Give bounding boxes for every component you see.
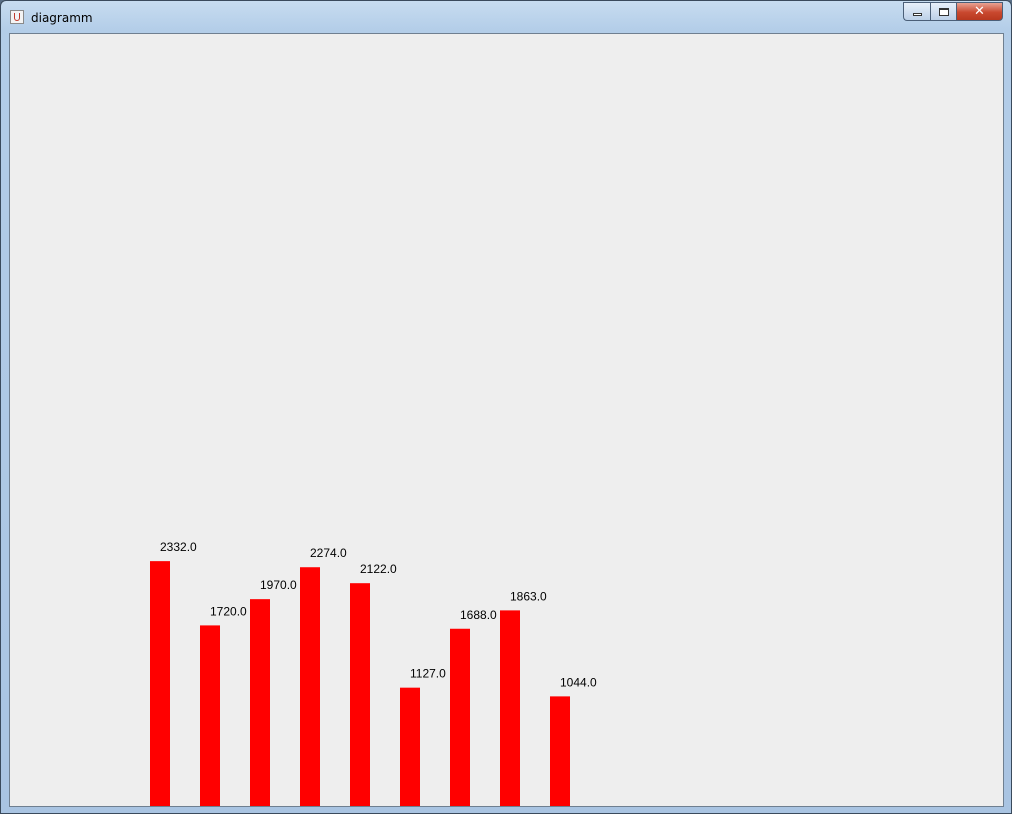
chart-panel: 2332.0 1720.0 1970.0 2274.0 2122.0 1127.0 1688… [9,33,1004,807]
bar [300,567,320,806]
bar-value-label: 2332.0 [160,540,197,554]
bar [400,687,420,806]
bar-value-label: 1720.0 [210,604,247,618]
bar [350,583,370,806]
bar [450,628,470,806]
bar [150,561,170,806]
maximize-icon [938,7,949,16]
bar-value-label: 2122.0 [360,562,397,576]
java-cup-icon[interactable] [10,10,24,24]
maximize-button[interactable] [930,2,956,21]
bar-value-label: 1688.0 [460,608,497,622]
window-title: diagramm [31,11,93,25]
bar-value-label: 1863.0 [510,589,547,603]
title-bar[interactable]: diagramm ✕ [1,1,1011,33]
window-controls: ✕ [903,2,1003,23]
bar [250,599,270,806]
close-button[interactable]: ✕ [956,2,1003,21]
minimize-button[interactable] [903,2,930,21]
bar-chart: 2332.0 1720.0 1970.0 2274.0 2122.0 1127.0 1688… [150,540,597,806]
bar-value-label: 1970.0 [260,578,297,592]
minimize-icon [912,13,922,16]
bar [550,696,570,806]
bar-value-label: 1127.0 [410,667,446,681]
bar [200,625,220,806]
close-icon: ✕ [974,4,985,19]
bar-value-label: 1044.0 [560,675,597,689]
bar [500,610,520,806]
bar-value-label: 2274.0 [310,546,347,560]
